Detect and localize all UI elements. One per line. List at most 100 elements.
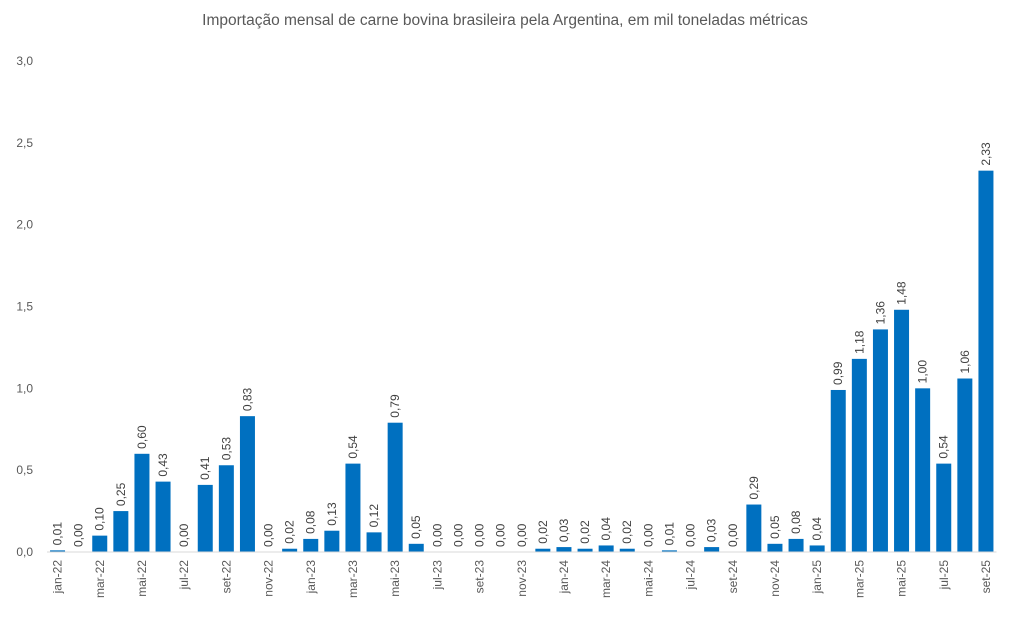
bar (113, 511, 129, 552)
bar (915, 388, 931, 552)
y-tick-label: 1,0 (16, 381, 33, 395)
bar (345, 463, 361, 552)
bar (408, 543, 424, 552)
data-label: 0,01 (662, 522, 676, 546)
data-label: 0,00 (515, 523, 529, 547)
data-label: 1,48 (895, 281, 909, 305)
data-label: 0,54 (346, 435, 360, 459)
x-tick-label: jul-23 (430, 560, 444, 591)
x-tick-label: jan-25 (810, 560, 824, 595)
data-label: 0,00 (262, 523, 276, 547)
x-tick-label: set-24 (726, 560, 740, 594)
bar (704, 547, 720, 552)
data-label: 0,00 (726, 523, 740, 547)
bar (577, 548, 593, 552)
data-label: 0,02 (283, 520, 297, 544)
data-label: 0,10 (93, 507, 107, 531)
y-tick-label: 0,5 (16, 463, 33, 477)
bar (936, 463, 952, 552)
y-tick-label: 3,0 (16, 54, 33, 68)
data-label: 0,43 (156, 453, 170, 477)
data-label: 0,00 (641, 523, 655, 547)
data-label: 0,05 (768, 515, 782, 539)
bar (894, 309, 910, 552)
chart-title: Importação mensal de carne bovina brasil… (202, 12, 808, 29)
data-label: 0,12 (367, 504, 381, 528)
x-tick-label: mai-22 (135, 560, 149, 597)
y-tick-label: 2,5 (16, 136, 33, 150)
bar (788, 538, 804, 552)
data-label: 0,29 (747, 476, 761, 500)
data-label: 0,01 (51, 522, 65, 546)
x-tick-label: jul-24 (684, 560, 698, 591)
bar (155, 481, 171, 552)
x-tick-label: jul-25 (937, 560, 951, 591)
bar (239, 416, 255, 552)
data-label: 1,36 (873, 301, 887, 325)
data-label: 0,02 (536, 520, 550, 544)
data-label: 0,05 (409, 515, 423, 539)
bar (978, 170, 994, 552)
x-tick-label: jan-22 (51, 560, 65, 595)
x-tick-label: nov-24 (768, 560, 782, 597)
data-label: 2,33 (979, 142, 993, 166)
data-label: 0,79 (388, 394, 402, 418)
data-label: 0,00 (451, 523, 465, 547)
data-label: 0,04 (599, 517, 613, 541)
x-tick-label: set-22 (219, 560, 233, 594)
data-label: 0,03 (557, 518, 571, 542)
bar (767, 543, 783, 552)
bar (92, 535, 108, 552)
bar (197, 484, 213, 552)
x-tick-label: mar-22 (93, 560, 107, 598)
bar (598, 545, 614, 552)
x-tick-label: nov-22 (262, 560, 276, 597)
data-label: 0,00 (72, 523, 86, 547)
data-label: 0,00 (473, 523, 487, 547)
y-tick-label: 1,5 (16, 300, 33, 314)
data-label: 0,54 (937, 435, 951, 459)
x-tick-label: mai-25 (895, 560, 909, 597)
x-tick-label: jul-22 (177, 560, 191, 591)
bar (282, 548, 298, 552)
bar (619, 548, 635, 552)
data-label: 0,02 (620, 520, 634, 544)
bar (134, 453, 150, 552)
data-label: 0,00 (684, 523, 698, 547)
x-tick-label: mai-24 (641, 560, 655, 597)
bar (661, 550, 677, 552)
y-tick-label: 0,0 (16, 545, 33, 559)
x-tick-label: mar-24 (599, 560, 613, 598)
data-label: 0,00 (430, 523, 444, 547)
x-tick-label: jan-23 (304, 560, 318, 595)
bar (324, 530, 340, 552)
data-label: 0,41 (198, 456, 212, 480)
bar (303, 538, 319, 552)
x-tick-label: set-25 (979, 560, 993, 594)
bar (366, 532, 382, 552)
x-tick-label: mai-23 (388, 560, 402, 597)
x-tick-label: jan-24 (557, 560, 571, 595)
data-label: 0,83 (240, 387, 254, 411)
data-label: 0,08 (789, 510, 803, 534)
bar (387, 422, 403, 552)
x-tick-label: mar-25 (852, 560, 866, 598)
data-label: 1,06 (958, 350, 972, 374)
data-label: 0,53 (219, 437, 233, 461)
data-label: 1,18 (852, 330, 866, 354)
bar (218, 465, 234, 552)
y-tick-label: 2,0 (16, 218, 33, 232)
data-label: 0,02 (578, 520, 592, 544)
bar (809, 545, 825, 552)
data-label: 0,04 (810, 517, 824, 541)
bar (872, 329, 888, 552)
x-tick-label: mar-23 (346, 560, 360, 598)
data-label: 0,03 (705, 518, 719, 542)
bar (830, 389, 846, 552)
data-label: 0,08 (304, 510, 318, 534)
x-tick-label: set-23 (473, 560, 487, 594)
data-label: 0,13 (325, 502, 339, 526)
data-label: 0,25 (114, 482, 128, 506)
bar (50, 550, 66, 552)
